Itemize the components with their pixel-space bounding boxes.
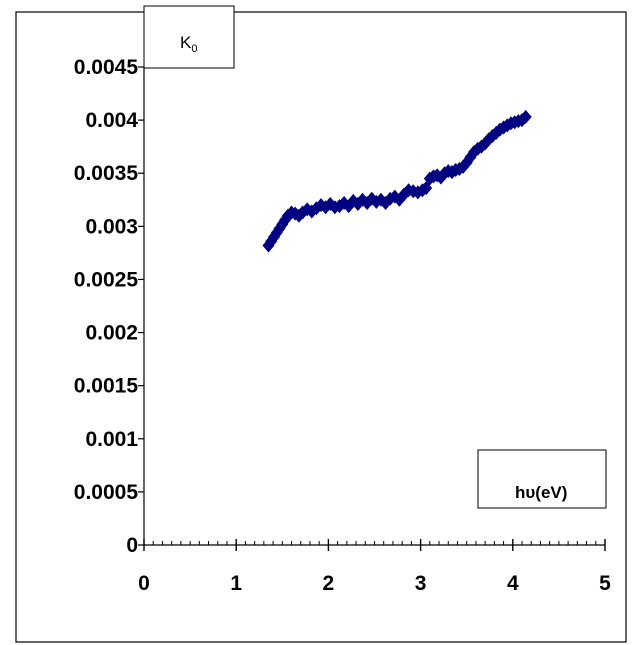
ylabel-subscript: 0 bbox=[191, 43, 197, 55]
x-tick-label: 4 bbox=[507, 572, 519, 595]
y-tick-label: 0.002 bbox=[85, 322, 138, 345]
data-point bbox=[490, 125, 503, 140]
x-tick-label: 0 bbox=[138, 572, 150, 595]
ylabel-main: K bbox=[180, 33, 192, 52]
y-tick-label: 0.0045 bbox=[74, 56, 139, 79]
y-tick-label: 0.0015 bbox=[74, 375, 139, 398]
y-tick-label: 0.001 bbox=[85, 428, 138, 451]
x-tick-label: 3 bbox=[415, 572, 427, 595]
y-tick-label: 0.0005 bbox=[74, 481, 139, 504]
data-points bbox=[262, 109, 532, 253]
y-tick-label: 0.0035 bbox=[74, 162, 139, 185]
xlabel-box bbox=[477, 449, 607, 509]
y-tick-label: 0.003 bbox=[85, 215, 138, 238]
x-tick-label: 1 bbox=[230, 572, 242, 595]
data-point bbox=[519, 109, 532, 124]
xlabel: hυ(eV) bbox=[515, 483, 567, 502]
x-tick-label: 5 bbox=[599, 572, 611, 595]
x-ticks: 0 1 2 3 4 5 bbox=[138, 539, 611, 595]
y-ticks: 0 0.0005 0.001 0.0015 0.002 0.0025 0.003 0.0035… bbox=[74, 56, 144, 557]
y-tick-label: 0 bbox=[126, 534, 138, 557]
y-tick-label: 0.0025 bbox=[74, 268, 139, 291]
y-tick-label: 0.004 bbox=[85, 109, 138, 132]
ylabel: K0 bbox=[180, 33, 197, 55]
x-tick-label: 2 bbox=[323, 572, 335, 595]
ylabel-box bbox=[143, 5, 235, 69]
